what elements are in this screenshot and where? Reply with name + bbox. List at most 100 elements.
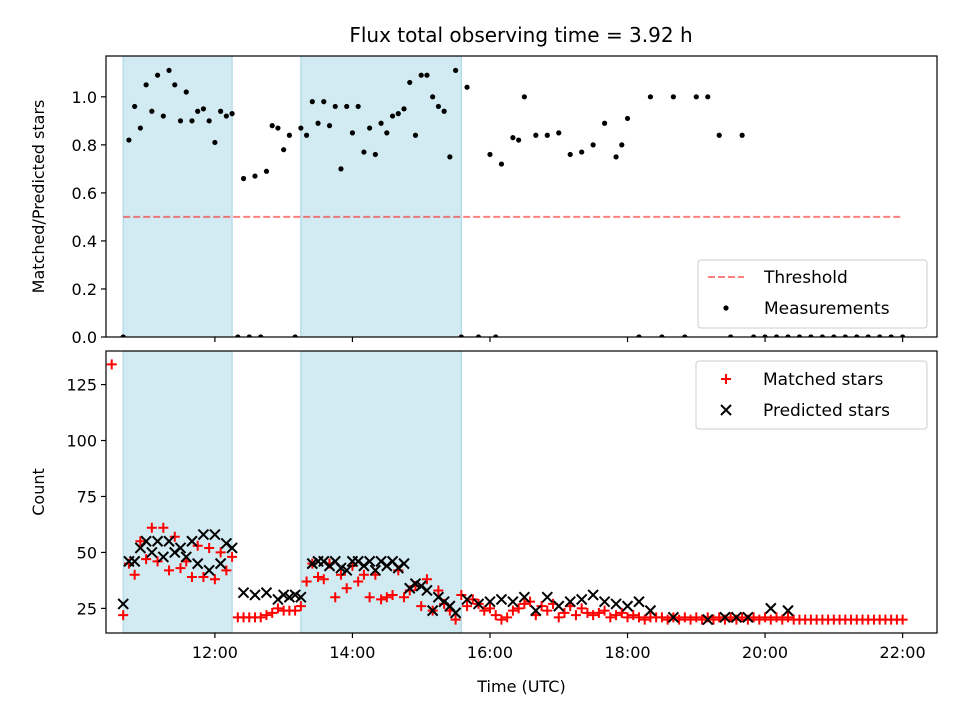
matched-star-point <box>691 612 702 623</box>
matched-star-point <box>507 605 518 616</box>
matched-star-point <box>737 612 748 623</box>
matched-star-point <box>605 612 616 623</box>
bottom-panel: 25 50 75 100 125 12:00 14:00 16:00 18:00 20:00 22:… <box>29 350 938 696</box>
measurement-point <box>132 103 138 110</box>
x-tick-label: 16:00 <box>467 643 513 662</box>
measurement-point <box>401 106 407 112</box>
measurement-point <box>292 334 298 337</box>
measurement-point <box>407 79 413 86</box>
predicted-star-point <box>553 600 565 612</box>
measurement-point <box>303 132 310 138</box>
matched-star-point <box>341 583 352 594</box>
measurement-point <box>309 99 315 105</box>
legend-measurement-swatch <box>723 305 729 311</box>
predicted-star-point <box>209 528 221 541</box>
y-tick-label: 125 <box>66 376 97 395</box>
measurement-point <box>739 132 745 138</box>
measurement-point <box>493 334 499 337</box>
matched-star-point <box>387 589 398 600</box>
predicted-star-point <box>782 604 794 617</box>
measurement-point <box>624 115 631 122</box>
measurement-point <box>670 94 676 100</box>
predicted-star-point <box>398 557 410 570</box>
predicted-star-point <box>340 564 353 577</box>
measurement-point <box>298 125 304 131</box>
measurement-point <box>263 168 270 174</box>
predicted-star-point <box>495 593 508 606</box>
matched-star-point <box>227 551 238 562</box>
predicted-star-point <box>260 587 273 599</box>
measurement-point <box>487 151 493 158</box>
measurement-point <box>773 334 780 337</box>
measurement-point <box>137 125 143 131</box>
x-tick-label: 22:00 <box>880 643 926 662</box>
matched-star-point <box>313 572 324 583</box>
measurement-point <box>315 120 321 126</box>
predicted-star-point <box>180 551 192 563</box>
predicted-star-point <box>140 535 152 547</box>
matched-star-point <box>639 614 650 625</box>
matched-star-point <box>725 612 736 623</box>
matched-star-point <box>318 574 329 585</box>
measurement-point <box>252 173 258 179</box>
matched-star-point <box>358 569 369 580</box>
measurement-point <box>424 72 430 78</box>
legend-predicted-swatch <box>720 404 732 416</box>
matched-star-point <box>754 614 765 625</box>
measurement-point <box>240 175 247 182</box>
predicted-star-point <box>203 564 215 577</box>
matched-star-point <box>679 612 690 623</box>
measurement-point <box>189 118 195 124</box>
matched-star-point <box>255 612 266 623</box>
matched-star-point <box>433 585 444 596</box>
matched-star-point <box>897 614 908 625</box>
matched-star-point <box>559 607 570 618</box>
matched-star-point <box>129 569 140 580</box>
predicted-star-point <box>507 595 519 608</box>
legend-box <box>697 259 928 329</box>
matched-star-point <box>656 612 667 623</box>
matched-star-point <box>215 547 226 558</box>
predicted-star-point <box>426 604 439 617</box>
matched-star-point <box>416 601 427 612</box>
predicted-star-point <box>163 535 175 547</box>
predicted-star-point <box>421 584 433 597</box>
matched-star-point <box>771 612 782 623</box>
y-tick-label: 75 <box>77 487 97 506</box>
matched-star-point <box>295 601 306 612</box>
matched-star-point <box>135 536 146 547</box>
measurement-point <box>659 334 665 337</box>
measurement-point <box>464 84 470 90</box>
matched-star-point <box>628 610 639 621</box>
matched-star-point <box>399 592 410 603</box>
measurement-point <box>326 123 333 129</box>
matched-star-point <box>599 605 610 616</box>
axes-frame <box>105 55 938 338</box>
matched-star-point <box>186 572 197 583</box>
x-tick-label: 12:00 <box>192 643 238 662</box>
measurement-point <box>900 334 906 337</box>
measurement-point <box>682 334 688 337</box>
predicted-star-point <box>484 595 496 608</box>
predicted-star-point <box>214 557 227 570</box>
top-panel: 0.0 0.2 0.4 0.6 0.8 1.0 Matched/Predicted star… <box>29 55 938 347</box>
measurement-point <box>338 166 344 172</box>
matched-star-point <box>192 540 203 551</box>
measurement-point <box>361 149 367 155</box>
measurement-point <box>516 137 522 143</box>
measurement-point <box>372 151 378 158</box>
measurement-point <box>223 113 229 119</box>
x-tick-label: 20:00 <box>742 643 788 662</box>
matched-star-point <box>570 610 581 621</box>
observing-interval-band <box>122 351 233 633</box>
measurement-point <box>452 67 459 74</box>
y-tick-label: 50 <box>77 543 97 562</box>
measurement-point <box>458 334 464 337</box>
matched-star-point <box>502 612 513 623</box>
measurement-point <box>447 154 453 160</box>
matched-star-point <box>611 610 622 621</box>
measurement-point <box>218 108 224 114</box>
matched-star-point <box>593 607 604 618</box>
matched-star-point <box>513 603 524 614</box>
